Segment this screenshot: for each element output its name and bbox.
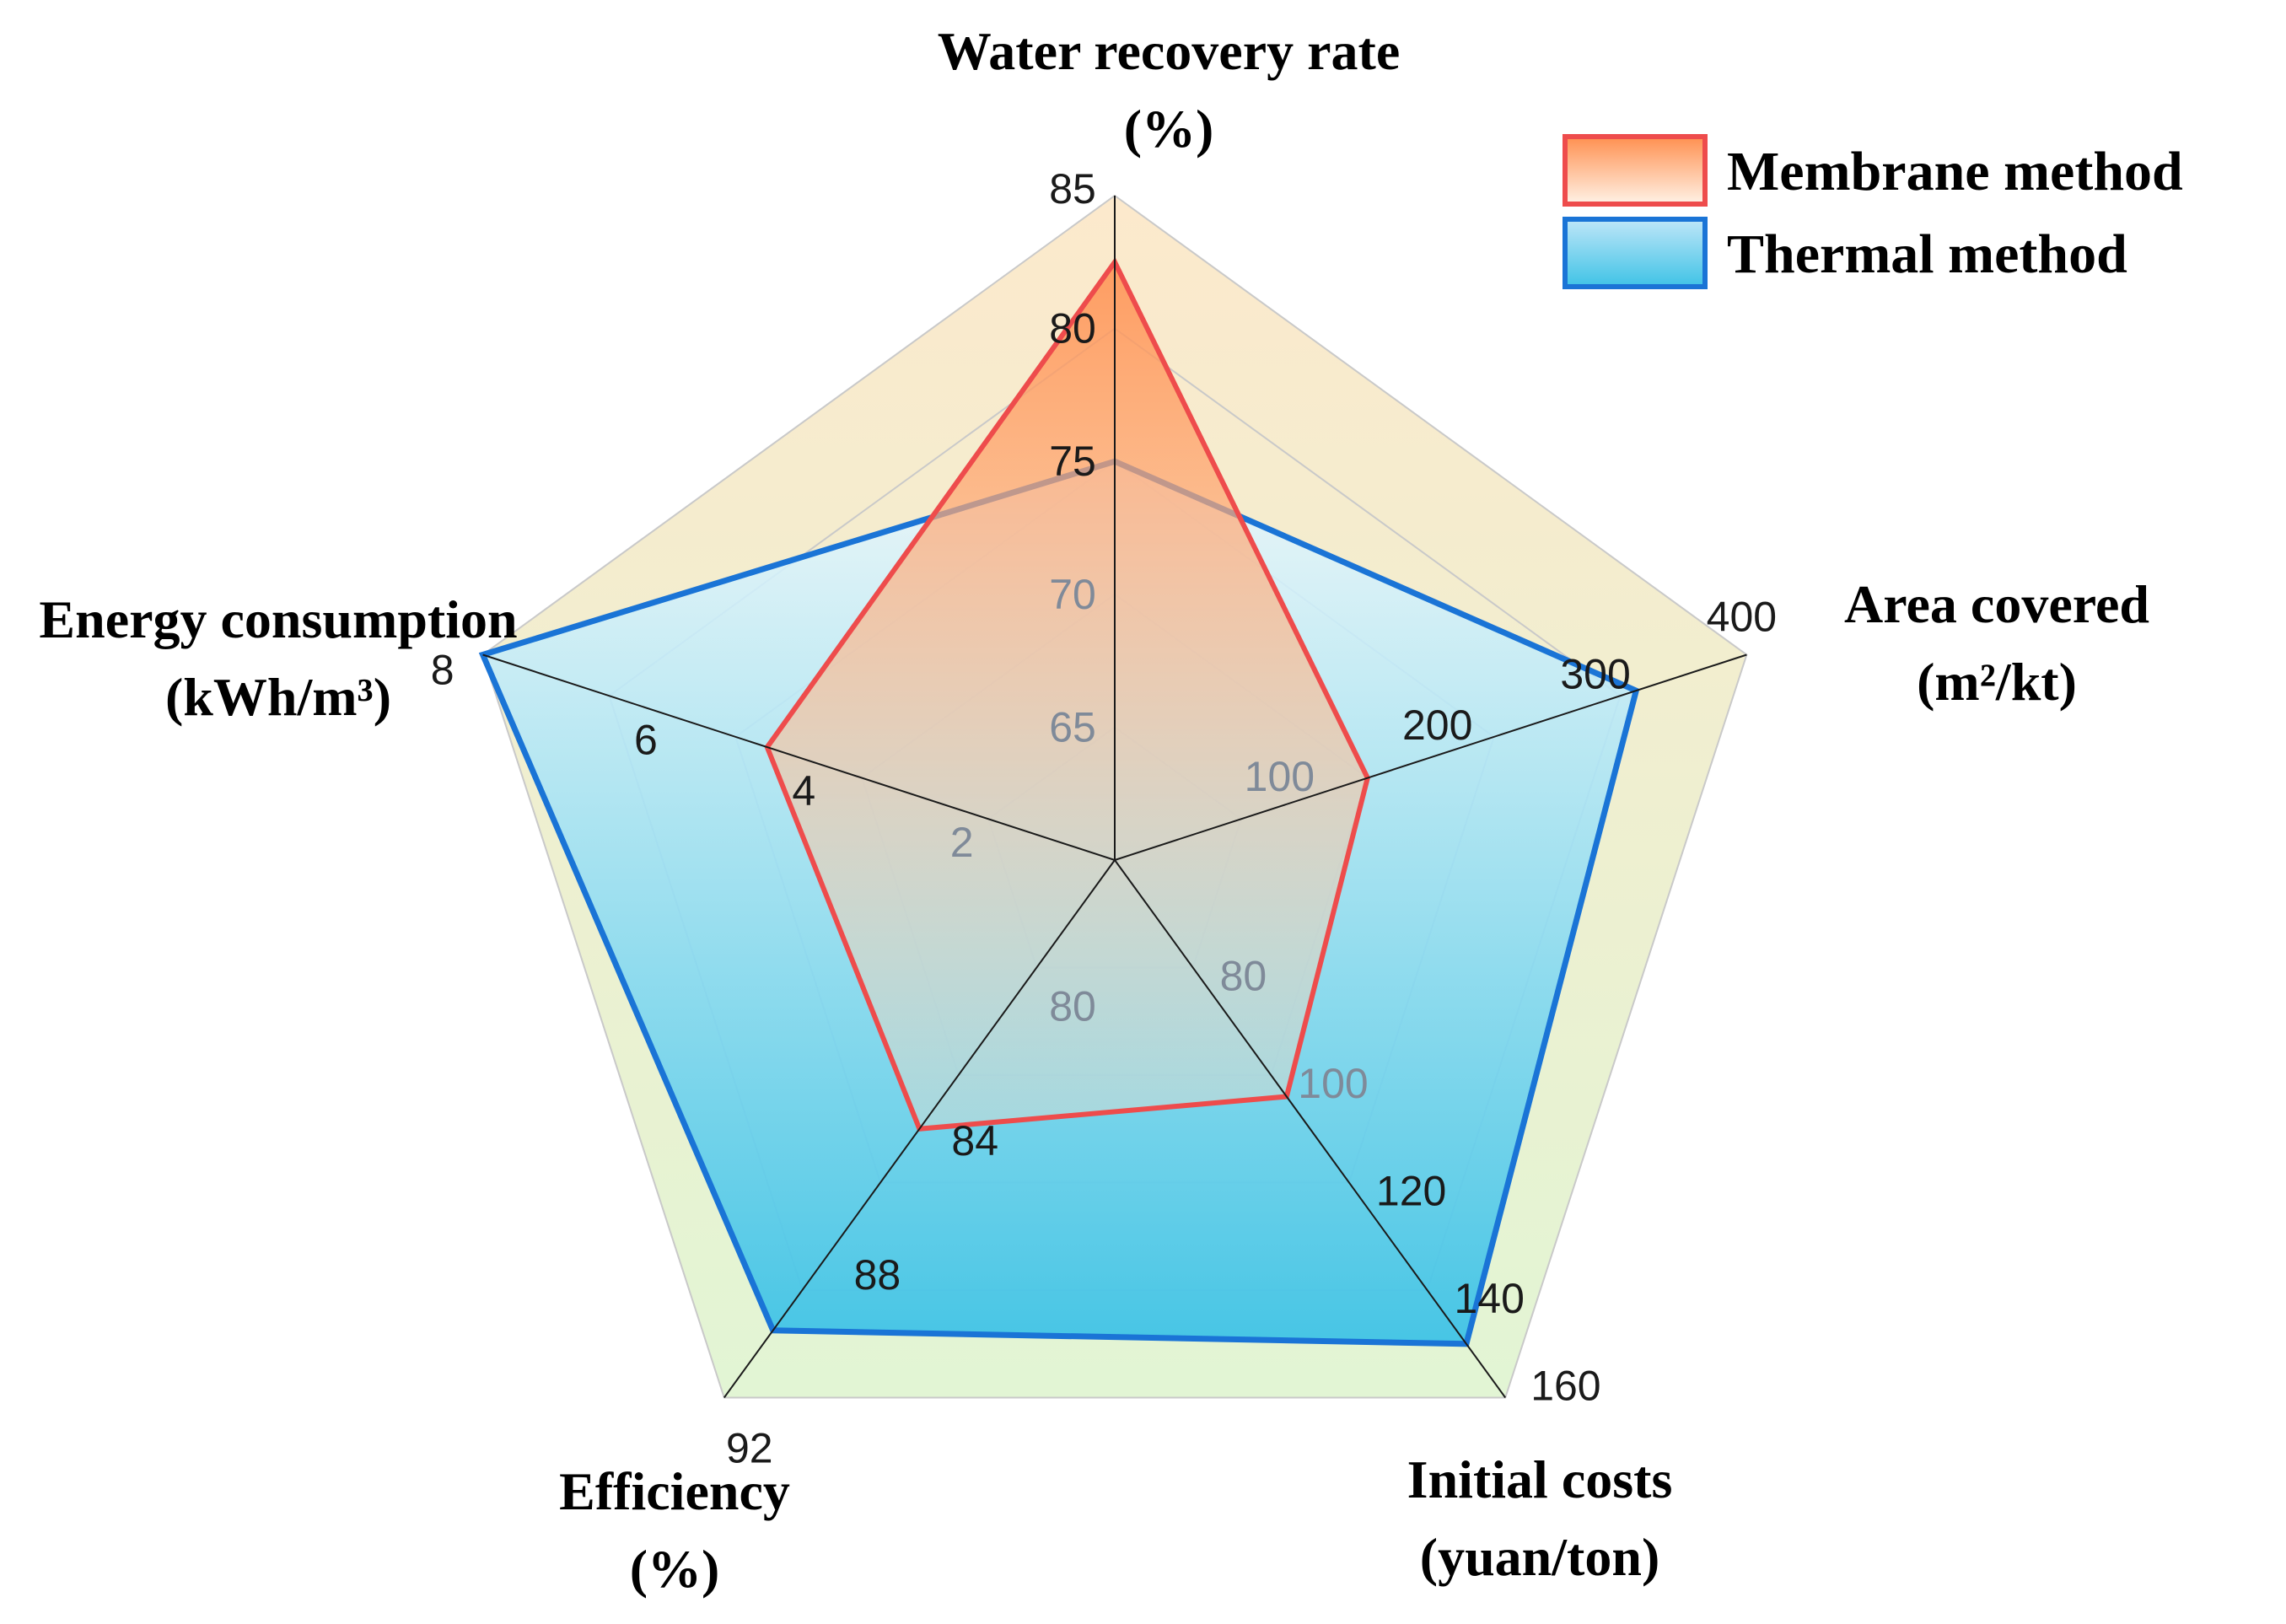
tick-energy-6: 6: [634, 716, 658, 763]
tick-initial_costs-160: 160: [1530, 1363, 1600, 1410]
tick-area_covered-300: 300: [1560, 650, 1630, 697]
axis-title-line: Initial costs: [1407, 1449, 1673, 1509]
tick-water_recovery-75: 75: [1049, 438, 1096, 485]
axis-title-area_covered: Area covered (m²/kt): [1844, 574, 2149, 712]
axis-title-line: Area covered: [1844, 574, 2149, 634]
tick-water_recovery-85: 85: [1049, 165, 1096, 212]
axis-title-efficiency: Efficiency (%): [559, 1461, 790, 1599]
tick-initial_costs-120: 120: [1376, 1168, 1446, 1215]
legend-swatch-membrane-method: [1563, 134, 1708, 207]
spoke-energy: [482, 653, 1116, 861]
tick-efficiency-84: 84: [951, 1117, 998, 1164]
tick-area_covered-400: 400: [1707, 594, 1777, 641]
radar-series: [478, 256, 1640, 1347]
tick-water_recovery-70: 70: [1049, 571, 1096, 618]
axis-title-initial_costs: Initial costs (yuan/ton): [1407, 1449, 1673, 1587]
tick-area_covered-100: 100: [1245, 753, 1315, 800]
radar-axis-titles: Water recovery rate (%) Area covered (m²/kt…: [39, 21, 2149, 1599]
axis-title-line: Efficiency: [559, 1461, 790, 1521]
tick-water_recovery-65: 65: [1049, 703, 1096, 750]
axis-title-energy: Energy consumption (kWh/m³): [39, 589, 517, 727]
axis-title-line: Energy consumption: [39, 589, 517, 649]
tick-energy-4: 4: [792, 767, 815, 815]
tick-efficiency-92: 92: [726, 1425, 773, 1472]
legend-label-thermal-method: Thermal method: [1727, 223, 2127, 285]
axis-title-water_recovery: Water recovery rate (%): [938, 21, 1400, 159]
spoke-initial_costs: [1114, 859, 1507, 1399]
tick-area_covered-200: 200: [1402, 702, 1472, 749]
axis-title-line: (m²/kt): [1917, 652, 2077, 712]
radar-spokes: [482, 196, 1747, 1399]
tick-energy-8: 8: [431, 647, 455, 694]
axis-title-line: (kWh/m³): [165, 667, 391, 727]
axis-title-line: (%): [630, 1539, 720, 1599]
tick-initial_costs-100: 100: [1298, 1060, 1368, 1107]
axis-title-line: (yuan/ton): [1420, 1527, 1660, 1587]
legend-swatch-thermal-method: [1563, 217, 1708, 289]
legend-label-membrane-method: Membrane method: [1727, 141, 2183, 202]
tick-initial_costs-140: 140: [1455, 1275, 1525, 1322]
tick-water_recovery-80: 80: [1049, 305, 1096, 352]
tick-efficiency-80: 80: [1049, 982, 1096, 1030]
tick-energy-2: 2: [950, 819, 974, 866]
series-membrane-method: [764, 256, 1370, 1132]
radar-tick-labels: 6570758085100200300400801001201401608084…: [431, 165, 1777, 1472]
legend: Membrane method Thermal method: [1563, 134, 2183, 289]
axis-title-line: Water recovery rate: [938, 21, 1400, 81]
tick-initial_costs-80: 80: [1220, 953, 1267, 1000]
spoke-efficiency: [723, 859, 1116, 1399]
tick-efficiency-88: 88: [854, 1251, 901, 1299]
axis-title-line: (%): [1124, 99, 1214, 159]
spoke-area_covered: [1114, 653, 1747, 861]
